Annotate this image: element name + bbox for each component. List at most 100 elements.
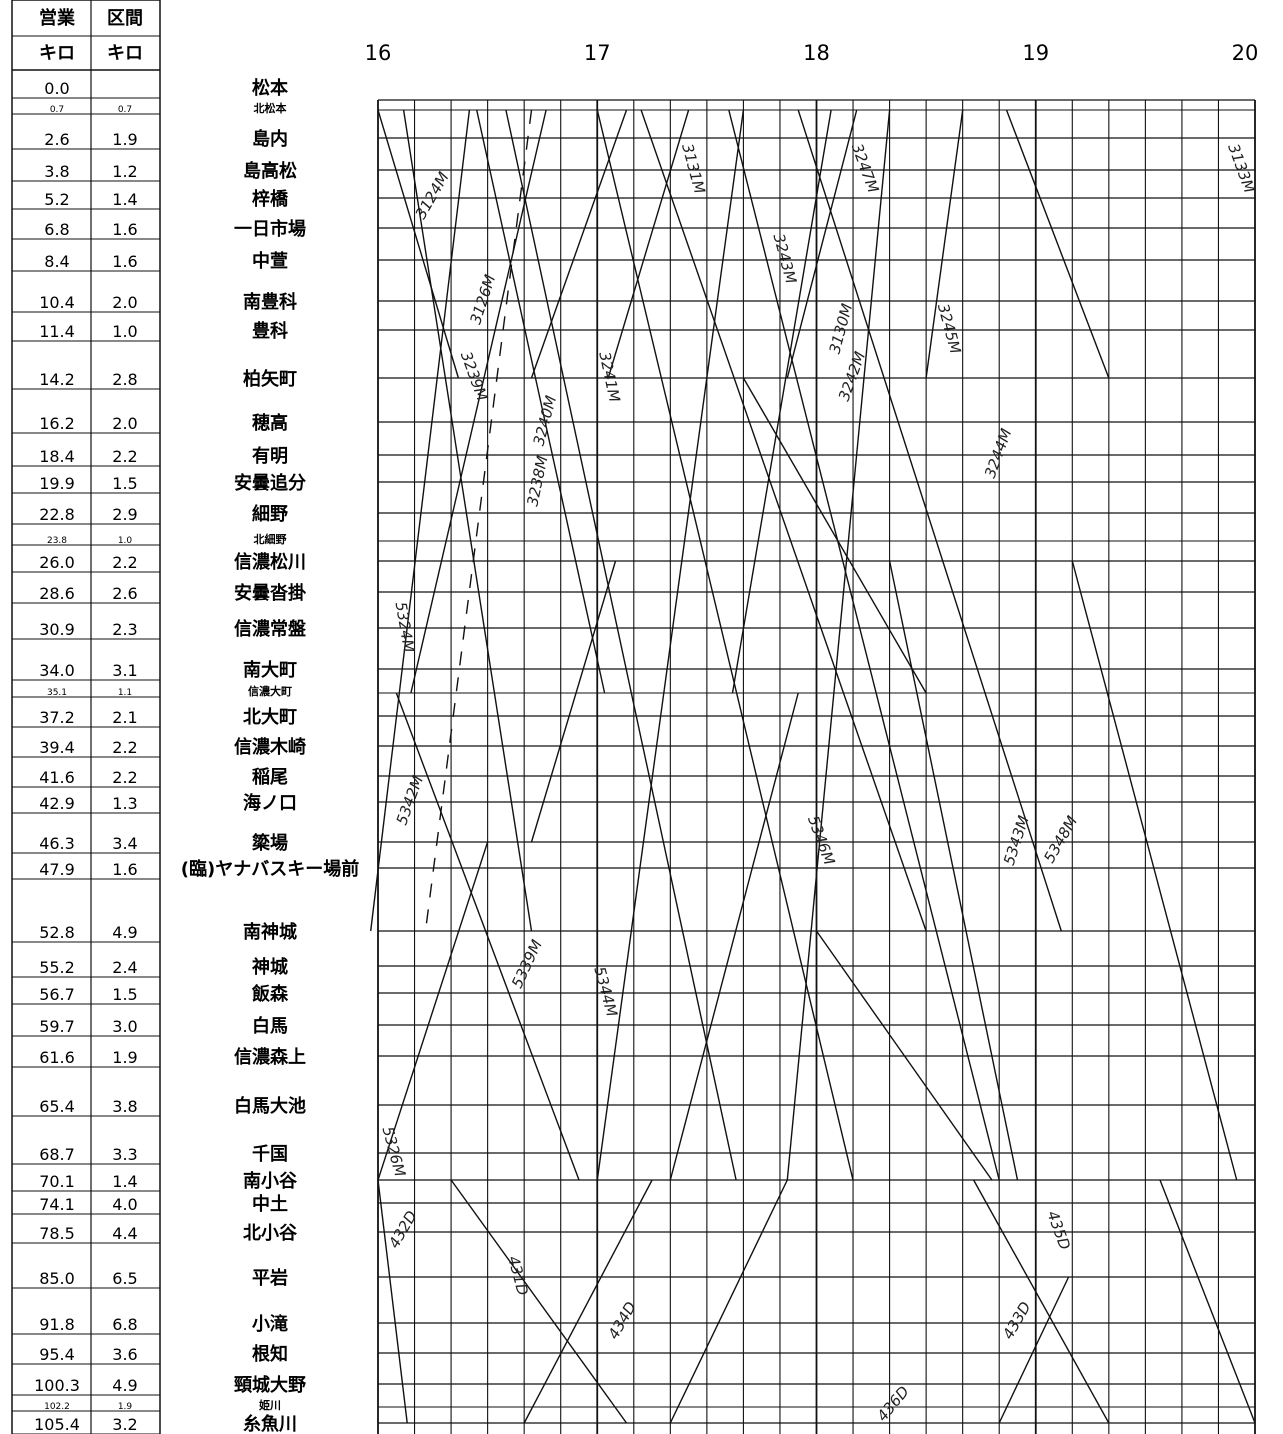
train-3243M [596,109,854,1181]
train-3249M [742,377,927,694]
seg-km: 1.6 [112,860,137,879]
cum-km: 5.2 [44,190,69,209]
station-name: 一日市場 [234,218,306,240]
train-number-label: 433D [999,1299,1035,1343]
cum-km: 61.6 [39,1048,75,1067]
cum-km: 19.9 [39,474,75,493]
seg-km: 2.3 [112,620,137,639]
seg-km: 1.5 [112,985,137,1004]
train-number-label: 5348M [1040,813,1081,866]
seg-km: 2.6 [112,584,137,603]
train-number-label: 3244M [981,426,1015,480]
train-number-label: 3239M [457,349,491,403]
station-name: 根知 [252,1343,288,1365]
seg-km: 2.4 [112,958,137,977]
station-name: 稲尾 [252,767,288,788]
seg-km: 1.4 [112,1172,137,1191]
train-3133M [797,109,1062,932]
train-number-label: 3245M [934,302,965,356]
station-name: 松本 [252,77,288,99]
station-name: 白馬大池 [234,1095,306,1117]
train-number-label: 3240M [530,394,561,448]
train-3247M [728,109,1000,1181]
station-name: 信濃松川 [234,551,306,573]
hour-label: 19 [1022,41,1049,65]
train-number-label: 3243M [770,232,801,286]
cum-km: 30.9 [39,620,75,639]
cum-km: 41.6 [39,768,75,787]
cum-km: 23.8 [47,536,67,546]
seg-km: 3.2 [112,1415,137,1434]
train-3244M [596,109,745,1181]
station-name: 中土 [252,1193,288,1215]
train-432D [377,1179,408,1424]
train-number-label: 436D [873,1383,913,1425]
cum-km: 18.4 [39,447,75,466]
station-name: 北小谷 [243,1223,298,1244]
cum-km: 85.0 [39,1269,75,1288]
station-name: 飯森 [251,983,289,1005]
cum-km: 65.4 [39,1097,75,1116]
hour-axis: 16 17 18 19 20 [365,41,1259,65]
cum-km: 102.2 [44,1402,70,1412]
train-paths [370,109,1256,1424]
seg-km: 2.1 [112,708,137,727]
station-name: 信濃大町 [248,684,292,698]
train-number-label: 432D [385,1208,421,1252]
station-name: 島内 [252,128,288,150]
cum-km: 2.6 [44,130,69,149]
train-number-label: 3126M [466,272,499,326]
train-5348M [786,109,891,1181]
seg-km: 1.0 [118,536,133,546]
cum-km: 26.0 [39,553,75,572]
hour-label: 18 [803,41,830,65]
cum-km: 28.6 [39,584,75,603]
cum-km: 74.1 [39,1195,75,1214]
station-name: 海ノ口 [243,792,297,814]
seg-km: 3.6 [112,1345,137,1364]
train-3131M [505,109,737,1181]
station-name: 白馬 [252,1015,288,1037]
seg-km: 1.5 [112,474,137,493]
seg-km: 2.2 [112,447,137,466]
header-kukan-1: 区間 [107,8,143,29]
station-name: 平岩 [252,1267,288,1289]
seg-km: 6.5 [112,1269,137,1288]
seg-km: 4.0 [112,1195,137,1214]
station-name: 信濃常盤 [234,618,307,640]
train-436D [669,1179,788,1424]
station-name: 穂高 [252,412,288,434]
train-number-label: 3131M [678,142,709,196]
train-number-label: 5326M [379,1125,410,1179]
cum-km: 68.7 [39,1145,75,1164]
seg-km: 3.0 [112,1017,137,1036]
station-name: 頸城大野 [234,1374,306,1396]
cum-km: 100.3 [34,1376,80,1395]
cum-km: 105.4 [34,1415,80,1434]
seg-km: 1.6 [112,252,137,271]
train-3241M [476,109,606,694]
station-name: 島高松 [243,160,297,182]
seg-km: 1.2 [112,162,137,181]
time-grid [377,99,1256,1434]
train-3238M [370,109,471,932]
station-table: 0.0 松本 0.7 0.7 北松本 2.6 1.9 島内 3.8 1.2 島高松 5.2 1.4 梓橋 6… [11,0,359,1434]
station-name: 信濃森上 [234,1046,306,1068]
cum-km: 91.8 [39,1315,75,1334]
train-3130M [530,109,628,379]
cum-km: 34.0 [39,661,75,680]
train-3124M [377,109,460,379]
train-number-label: 5346M [804,813,838,867]
station-name: 北松本 [254,101,287,115]
seg-km: 2.2 [112,738,137,757]
seg-km: 1.9 [112,130,137,149]
train-3135M [1005,109,1110,379]
train-number-label: 3130M [826,302,857,356]
station-name: 梓橋 [252,188,289,210]
station-name: 細野 [252,503,288,525]
train-3248M [925,109,964,379]
cum-km: 35.1 [47,688,67,698]
station-name: 千国 [252,1144,288,1165]
train-5339M [530,560,617,843]
seg-km: 1.1 [118,688,132,698]
